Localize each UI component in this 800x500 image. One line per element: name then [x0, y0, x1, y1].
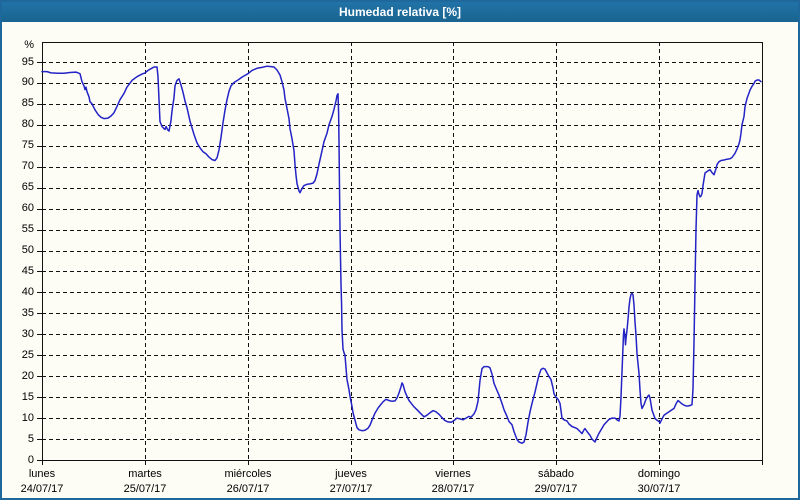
x-axis-day-label-1: martes: [128, 468, 162, 480]
x-axis-day-label-4: viernes: [435, 468, 471, 480]
y-axis-label-70: 70: [21, 160, 34, 172]
y-axis-unit-label: %: [24, 39, 34, 51]
y-axis-label-35: 35: [21, 307, 34, 319]
x-axis-day-label-3: jueves: [335, 468, 367, 480]
y-axis-label-80: 80: [21, 118, 34, 130]
plot-border: [42, 42, 763, 461]
y-axis-label-15: 15: [21, 391, 34, 403]
y-axis-label-45: 45: [21, 265, 34, 277]
y-axis-label-10: 10: [21, 412, 34, 424]
title-bar: Humedad relativa [%]: [2, 2, 798, 22]
y-axis-label-5: 5: [27, 433, 34, 445]
series-humedad-relativa: [41, 65, 762, 444]
x-axis-date-label-4: 28/07/17: [431, 483, 475, 495]
y-axis-label-60: 60: [21, 202, 34, 214]
y-axis-label-95: 95: [21, 56, 34, 68]
x-axis-day-label-5: sábado: [537, 468, 575, 480]
chart-title: Humedad relativa [%]: [338, 5, 462, 19]
y-axis-label-55: 55: [21, 223, 34, 235]
y-axis-label-65: 65: [21, 181, 34, 193]
x-axis-date-label-0: 24/07/17: [20, 483, 64, 495]
y-axis-label-0: 0: [27, 454, 34, 466]
x-axis-date-label-1: 25/07/17: [123, 483, 167, 495]
x-axis-date-label-5: 29/07/17: [534, 483, 578, 495]
y-axis-label-40: 40: [21, 286, 34, 298]
y-axis-label-90: 90: [21, 76, 34, 88]
y-axis-label-75: 75: [21, 139, 34, 151]
x-axis-day-label-2: miércoles: [224, 468, 272, 480]
y-axis-label-20: 20: [21, 370, 34, 382]
x-axis-date-label-3: 27/07/17: [329, 483, 373, 495]
y-axis-label-25: 25: [21, 349, 34, 361]
y-axis-label-85: 85: [21, 97, 34, 109]
x-axis-date-label-2: 26/07/17: [226, 483, 270, 495]
y-axis-label-50: 50: [21, 244, 34, 256]
chart-area: % 0 5 10 15 20 25 30 35 40 45 50 55 60 65 70 75 80 85 90 95 l…: [2, 22, 798, 498]
x-axis-date-label-6: 30/07/17: [637, 483, 681, 495]
humidity-line-chart: [37, 42, 763, 465]
x-axis-day-label-0: lunes: [28, 468, 56, 480]
y-axis-label-30: 30: [21, 328, 34, 340]
x-axis-day-label-6: domingo: [637, 468, 681, 480]
